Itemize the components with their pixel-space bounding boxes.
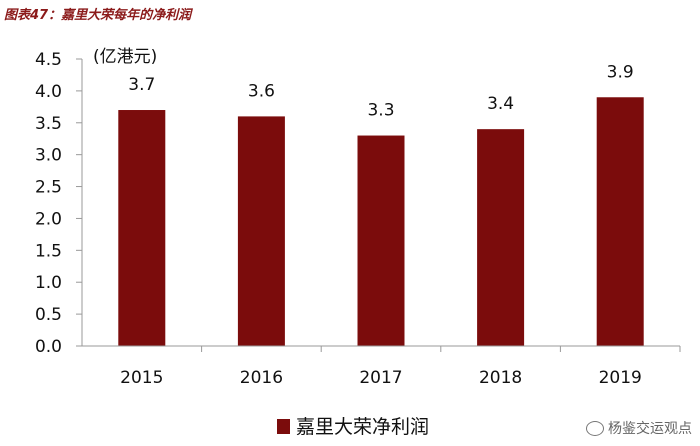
x-tick-label: 2019	[599, 368, 642, 388]
y-tick-label: 4.0	[35, 82, 62, 102]
watermark: 杨鉴交运观点	[586, 418, 692, 438]
bar	[237, 116, 285, 347]
y-tick-label: 0.0	[35, 337, 62, 357]
legend-label: 嘉里大荣净利润	[296, 416, 429, 438]
x-tick-label: 2017	[359, 368, 402, 388]
y-tick-label: 2.5	[35, 178, 62, 198]
bar	[357, 135, 405, 346]
data-label: 3.4	[487, 94, 514, 114]
data-label: 3.7	[128, 75, 155, 95]
data-label: 3.6	[248, 81, 275, 101]
y-tick-label: 1.5	[35, 241, 62, 261]
watermark-text: 杨鉴交运观点	[608, 421, 692, 437]
bar	[477, 129, 525, 346]
figure-title: 图表47：嘉里大荣每年的净利润	[4, 8, 192, 23]
y-axis-unit-label: (亿港元)	[93, 47, 157, 67]
bar	[596, 97, 644, 347]
y-tick-label: 1.0	[35, 273, 62, 293]
x-tick-label: 2016	[240, 368, 283, 388]
y-tick-label: 3.0	[35, 146, 62, 166]
legend-swatch	[277, 419, 290, 434]
y-tick-label: 3.5	[35, 114, 62, 134]
y-axis-ticks: 0.0 0.5 1.0 1.5 2.0 2.5 3.0 3.5 4.0 4.5	[35, 50, 62, 357]
bar	[118, 110, 166, 347]
wechat-icon	[586, 420, 604, 436]
bars: 3.7 3.6 3.3 3.4 3.9	[118, 62, 644, 347]
axes	[76, 58, 681, 352]
y-tick-label: 0.5	[35, 305, 62, 325]
legend: 嘉里大荣净利润	[277, 416, 429, 438]
data-label: 3.9	[607, 62, 634, 82]
data-label: 3.3	[367, 101, 394, 121]
x-axis-ticks: 2015 2016 2017 2018 2019	[120, 368, 642, 388]
y-tick-label: 4.5	[35, 50, 62, 70]
y-tick-label: 2.0	[35, 209, 62, 229]
x-tick-label: 2015	[120, 368, 163, 388]
x-tick-label: 2018	[479, 368, 522, 388]
